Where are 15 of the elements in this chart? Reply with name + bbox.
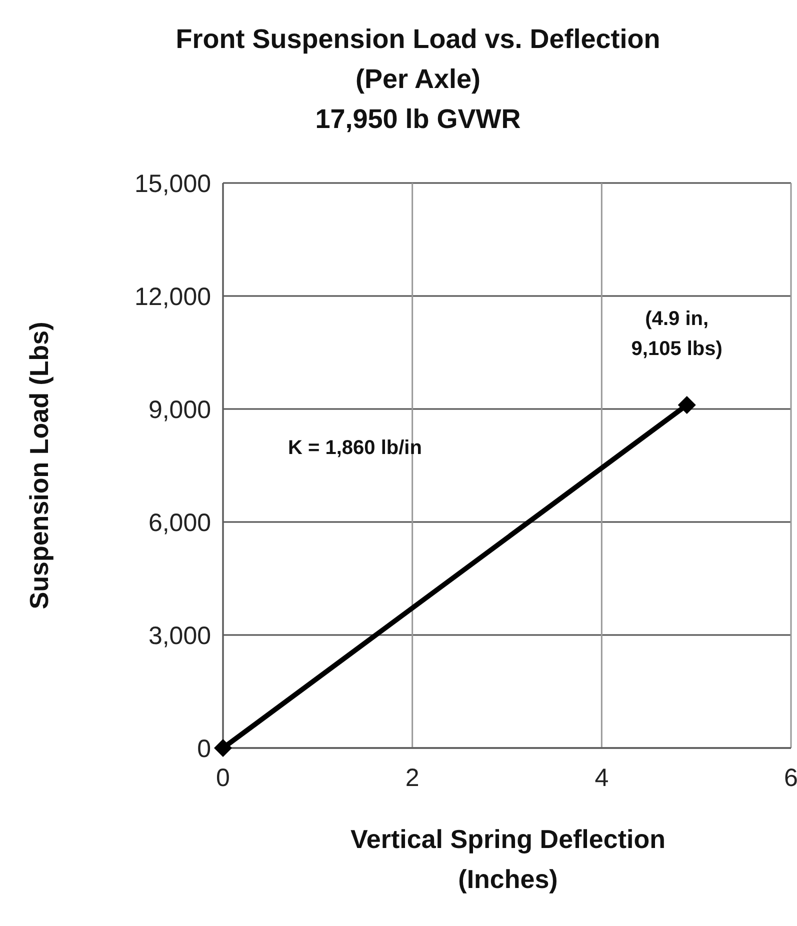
y-tick-label: 15,000 [134,170,211,198]
annotation: (4.9 in, 9,105 lbs) [631,308,722,360]
y-tick-label: 6,000 [148,508,211,537]
chart-title: Front Suspension Load vs. Deflection (Per Axle) 17,950 lb GVWR [176,24,660,134]
annotation: K = 1,860 lb/in [288,437,422,460]
y-tick-label: 3,000 [148,622,211,650]
y-axis-title: Suspension Load (Lbs) [24,322,54,610]
x-tick-label: 4 [594,764,609,792]
x-tick-label: 2 [405,764,420,792]
x-axis-title: Vertical Spring Deflection (Inches) [350,824,666,894]
x-tick-label: 0 [216,764,230,792]
y-tick-label: 0 [197,734,211,763]
y-tick-label: 12,000 [134,282,211,311]
x-tick-label: 6 [784,764,797,792]
y-tick-label: 9,000 [148,396,211,424]
